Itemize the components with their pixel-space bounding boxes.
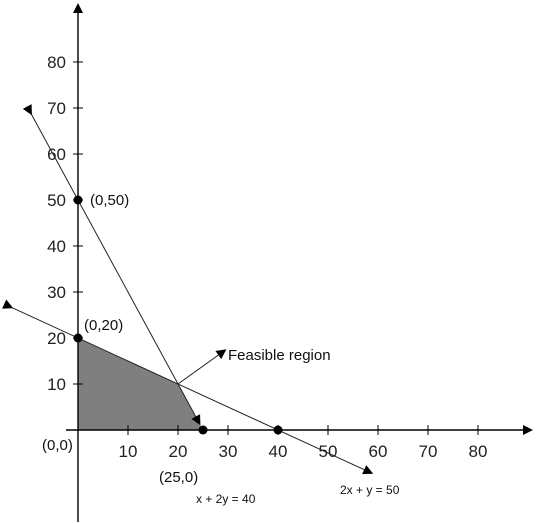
point-marker (198, 425, 208, 435)
point-label-origin: (0,0) (42, 437, 73, 454)
y-tick-label: 10 (47, 375, 66, 394)
y-tick-label: 50 (47, 191, 66, 210)
points (73, 195, 283, 435)
y-tick-label: 30 (47, 283, 66, 302)
y-tick-label: 80 (47, 53, 66, 72)
x-tick-label: 60 (369, 442, 388, 461)
x-tick-label: 40 (269, 442, 288, 461)
point-label-0-50: (0,50) (90, 192, 129, 209)
x-tick-label: 70 (419, 442, 438, 461)
equation-label-x-plus-2y: x + 2y = 40 (196, 492, 256, 506)
x-tick-label: 10 (119, 442, 138, 461)
y-tick-label: 70 (47, 99, 66, 118)
point-label-0-20: (0,20) (84, 317, 123, 334)
feasible-region-label: Feasible region (228, 347, 331, 364)
point-marker (73, 195, 83, 205)
x-tick-label: 50 (319, 442, 338, 461)
x-tick-label: 20 (169, 442, 188, 461)
point-marker (73, 333, 83, 343)
equation-label-2x-plus-y: 2x + y = 50 (340, 483, 400, 497)
feasible-region (78, 338, 203, 430)
x-tick-label: 30 (219, 442, 238, 461)
y-tick-label: 40 (47, 237, 66, 256)
line-x-plus-2y-40 (2, 299, 374, 475)
x-tick-label: 80 (469, 442, 488, 461)
point-label-25-0: (25,0) (159, 469, 198, 486)
y-tick-label: 20 (47, 329, 66, 348)
point-marker (273, 425, 283, 435)
feasible-region-pointer-arrow (177, 349, 227, 385)
